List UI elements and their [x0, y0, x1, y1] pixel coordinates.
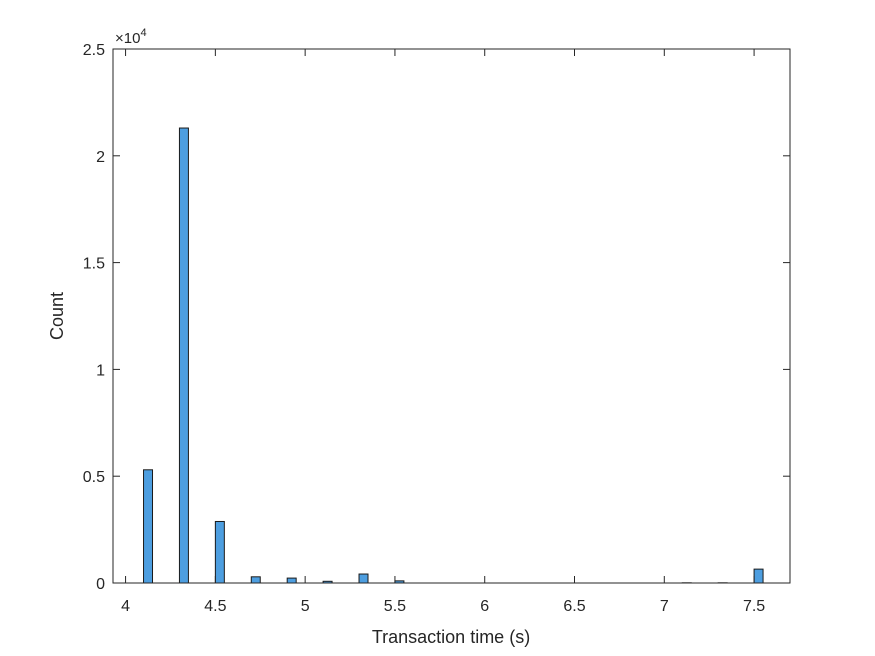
x-tick-label: 5.5 [384, 598, 406, 615]
y-tick-label: 2 [96, 149, 105, 166]
histogram-bar [250, 576, 261, 584]
y-axis-label: Count [47, 292, 67, 340]
x-tick-label: 6.5 [563, 598, 585, 615]
y-tick-label: 0.5 [83, 469, 105, 486]
y-tick-label: 1 [96, 362, 105, 379]
y-exponent-base: ×10 [115, 30, 140, 47]
x-tick-label: 4 [121, 598, 130, 615]
x-tick-label: 5 [301, 598, 310, 615]
y-axis-ticks: 0 0.5 1 1.5 2 2.5 [83, 42, 790, 593]
histogram-bar [214, 520, 225, 584]
histogram-bar [753, 568, 764, 584]
histogram-bar [143, 469, 154, 584]
histogram-bar [286, 577, 297, 584]
histogram-bar [178, 127, 189, 584]
y-axis-exponent: ×104 [115, 27, 147, 47]
x-tick-label: 4.5 [204, 598, 226, 615]
x-axis-ticks: 4 4.5 5 5.5 6 6.5 7 7.5 [121, 49, 765, 615]
y-exponent-power: 4 [140, 27, 146, 39]
y-tick-label: 0 [96, 576, 105, 593]
x-tick-label: 7.5 [743, 598, 765, 615]
x-tick-label: 6 [480, 598, 489, 615]
histogram-bar [358, 573, 369, 584]
x-tick-label: 7 [660, 598, 669, 615]
plot-area [113, 49, 790, 583]
axes-box [112, 48, 791, 584]
x-axis-label: Transaction time (s) [372, 627, 530, 647]
y-tick-label: 1.5 [83, 256, 105, 273]
y-tick-label: 2.5 [83, 42, 105, 59]
